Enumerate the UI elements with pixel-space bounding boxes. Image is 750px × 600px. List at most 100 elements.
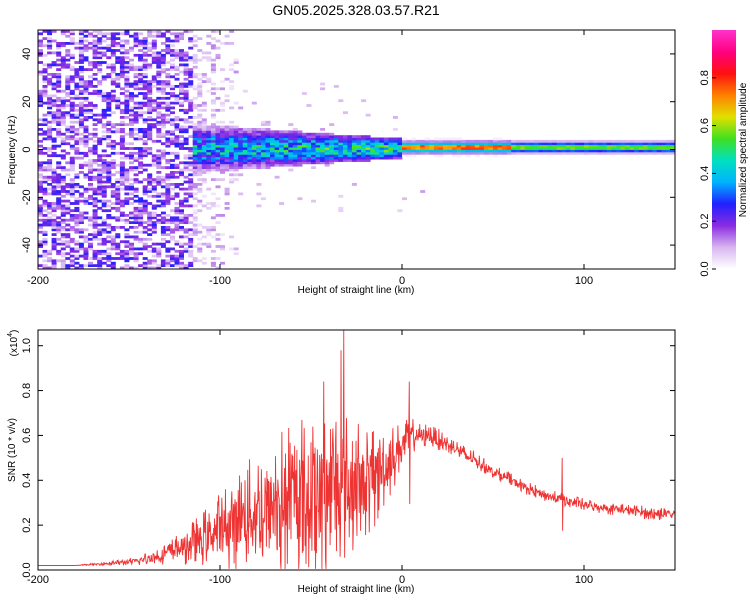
spectrogram-cell: [242, 128, 248, 131]
spectrogram-cell: [138, 171, 144, 174]
spectrogram-cell: [397, 209, 403, 213]
spectrogram-cell: [129, 123, 134, 126]
spectrogram-cell: [192, 56, 198, 60]
spectrogram-cell: [147, 32, 153, 36]
spectrogram-cell: [351, 159, 357, 162]
spectrogram-cell: [479, 151, 485, 155]
spectrogram-cell: [233, 159, 239, 162]
spectrogram-cell: [147, 128, 153, 131]
spectrogram-cell: [238, 166, 244, 169]
spectrogram-cell: [119, 266, 125, 269]
spectrogram-cell: [188, 149, 194, 153]
spectrogram-cell: [83, 173, 89, 177]
spectrogram-cell: [133, 156, 139, 160]
spectrogram-cell: [78, 106, 84, 110]
spectrogram-cell: [110, 82, 116, 86]
spectrogram-cell: [92, 113, 98, 117]
spectrogram-cell: [101, 166, 107, 169]
spectrogram-cell: [51, 202, 57, 205]
spectrogram-cell: [279, 151, 285, 155]
spectrogram-cell: [56, 228, 62, 232]
spectrogram-cell: [69, 156, 75, 160]
spectrogram-cell: [188, 245, 194, 248]
spectrogram-cell: [670, 139, 675, 143]
spectrogram-cell: [215, 166, 221, 169]
spectrogram-cell: [138, 65, 144, 69]
spectrogram-cell: [188, 37, 194, 40]
spectrogram-cell: [38, 49, 43, 52]
spectrogram-cell: [69, 254, 75, 258]
spectrogram-cell: [179, 104, 184, 107]
spectrogram-cell: [47, 111, 53, 115]
spectrogram-cell: [670, 144, 675, 148]
spectrogram-cell: [197, 94, 203, 98]
spectrogram-cell: [224, 168, 230, 172]
spectrogram-cell: [78, 123, 84, 126]
spectrogram-cell: [106, 96, 112, 100]
spectrogram-cell: [92, 92, 98, 95]
spectrogram-cell: [206, 147, 212, 150]
spectrogram-cell: [42, 175, 48, 179]
spectrogram-cell: [129, 187, 134, 191]
spectrogram-cell: [306, 142, 312, 146]
spectrogram-cell: [270, 151, 275, 155]
spectrogram-cell: [206, 139, 212, 143]
spectrogram-cell: [78, 96, 84, 100]
spectrogram-cell: [588, 142, 594, 146]
spectrogram-cell: [151, 39, 157, 43]
spectrogram-cell: [292, 156, 298, 160]
spectrogram-cell: [56, 106, 62, 110]
spectrogram-cell: [534, 149, 539, 153]
spectrogram-cell: [210, 123, 216, 126]
spectrogram-cell: [56, 223, 62, 227]
spectrogram-cell: [133, 199, 139, 203]
spectrogram-cell: [92, 135, 98, 138]
spectrogram-cell: [361, 144, 367, 148]
spectrogram-cell: [101, 46, 107, 50]
spectrogram-cell: [78, 30, 84, 33]
spectrogram-cell: [311, 144, 316, 148]
spectrogram-cell: [397, 149, 403, 153]
spectrogram-cell: [88, 171, 93, 174]
spectrogram-cell: [506, 139, 512, 143]
spectrogram-cell: [88, 185, 93, 189]
spectrogram-cell: [47, 206, 53, 210]
spectrogram-cell: [179, 92, 184, 95]
spectrogram-cell: [515, 144, 521, 148]
spectrogram-cell: [192, 173, 198, 177]
spectrogram-cell: [42, 178, 48, 181]
spectrogram-cell: [206, 130, 212, 134]
spectrogram-cell: [174, 221, 180, 224]
spectrogram-cell: [561, 144, 567, 148]
spectrogram-cell: [220, 161, 225, 165]
spectrogram-cell: [534, 147, 539, 150]
spectrogram-cell: [147, 266, 153, 269]
spectrogram-cell: [256, 137, 262, 141]
spectrogram-cell: [56, 75, 62, 79]
spectrogram-cell: [265, 156, 271, 160]
spectrogram-cell: [170, 68, 175, 71]
spectrogram-cell: [142, 211, 148, 215]
spectrogram-cell: [74, 202, 80, 205]
spectrogram-cell: [147, 187, 153, 191]
snr-x-axis-label: Height of straight line (km): [298, 584, 415, 595]
spectrogram-cell: [156, 166, 162, 169]
spectrogram-cell: [215, 159, 221, 162]
spectrogram-cell: [106, 92, 112, 95]
spectrogram-cell: [470, 149, 476, 153]
spectrogram-cell: [493, 139, 498, 143]
spectrogram-cell: [188, 39, 194, 43]
spectrogram-cell: [65, 128, 71, 131]
spectrogram-cell: [38, 149, 43, 153]
spectrogram-cell: [215, 161, 221, 165]
spectrogram-cell: [129, 34, 134, 38]
spectrogram-cell: [183, 51, 189, 55]
spectrogram-cell: [83, 257, 89, 260]
spectrogram-cell: [201, 130, 207, 134]
spectrogram-cell: [47, 159, 53, 162]
spectrogram-cell: [97, 228, 103, 232]
spectrogram-cell: [101, 228, 107, 232]
spectrogram-cell: [315, 137, 321, 141]
spectrogram-cell: [192, 75, 198, 79]
spectrogram-cell: [188, 192, 194, 196]
